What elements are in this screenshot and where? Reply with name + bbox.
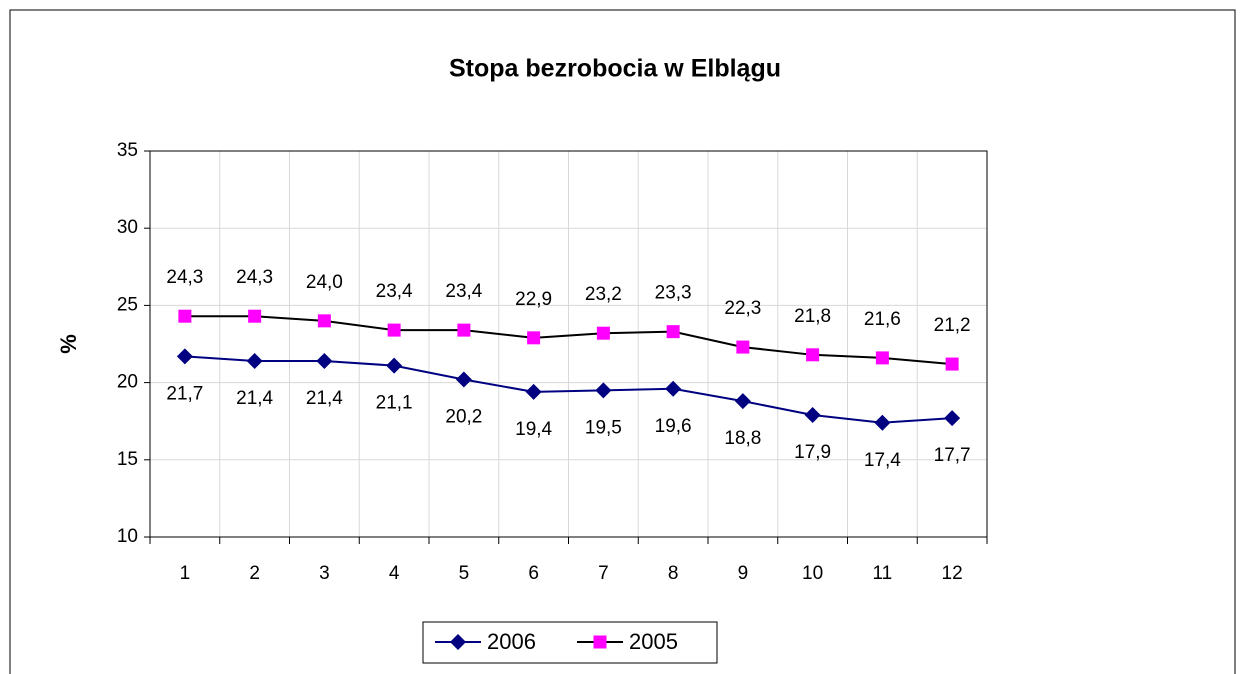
x-tick-label: 10 — [802, 563, 823, 584]
data-label: 24,3 — [236, 267, 273, 288]
marker — [945, 357, 959, 371]
marker — [317, 314, 331, 328]
data-label: 19,5 — [585, 417, 622, 438]
x-tick-label: 2 — [249, 563, 260, 584]
marker — [666, 325, 680, 339]
marker — [316, 352, 333, 369]
marker — [596, 326, 610, 340]
data-label: 17,9 — [794, 442, 831, 463]
data-label: 23,4 — [376, 281, 413, 302]
marker — [248, 309, 262, 323]
y-tick-label: 20 — [117, 372, 138, 393]
data-label: 18,8 — [724, 428, 761, 449]
marker — [875, 351, 889, 365]
data-label: 21,8 — [794, 306, 831, 327]
data-label: 22,9 — [515, 289, 552, 310]
data-label: 24,3 — [166, 267, 203, 288]
data-label: 19,6 — [655, 416, 692, 437]
x-tick-label: 4 — [389, 563, 400, 584]
data-label: 24,0 — [306, 272, 343, 293]
x-tick-label: 12 — [942, 563, 963, 584]
marker — [595, 382, 612, 399]
y-tick-label: 30 — [117, 217, 138, 238]
legend-label: 2005 — [629, 629, 678, 654]
x-tick-label: 1 — [180, 563, 191, 584]
data-label: 23,2 — [585, 284, 622, 305]
data-label: 21,4 — [306, 388, 343, 409]
data-label: 21,2 — [934, 315, 971, 336]
series-line — [184, 355, 953, 424]
x-tick-label: 5 — [459, 563, 470, 584]
marker — [450, 634, 466, 650]
marker — [593, 635, 607, 649]
marker — [457, 323, 471, 337]
y-tick-label: 10 — [117, 526, 138, 547]
x-tick-label: 6 — [528, 563, 539, 584]
y-tick-label: 15 — [117, 449, 138, 470]
series-line — [184, 315, 953, 366]
data-label: 22,3 — [724, 298, 761, 319]
data-label: 21,7 — [166, 383, 203, 404]
marker — [176, 348, 193, 365]
legend: 2006 2005 — [422, 621, 718, 664]
y-tick-label: 25 — [117, 294, 138, 315]
marker — [525, 383, 542, 400]
data-label: 17,4 — [864, 450, 901, 471]
marker — [804, 407, 821, 424]
data-label: 21,4 — [236, 388, 273, 409]
data-label: 21,1 — [376, 393, 413, 414]
y-tick-label: 35 — [117, 140, 138, 161]
chart-border — [9, 9, 1236, 674]
marker — [527, 331, 541, 345]
chart-title: Stopa bezrobocia w Elblągu — [449, 55, 781, 83]
marker — [665, 380, 682, 397]
marker — [806, 348, 820, 362]
marker — [734, 393, 751, 410]
marker — [874, 414, 891, 431]
x-tick-label: 7 — [598, 563, 609, 584]
marker — [455, 371, 472, 388]
marker — [736, 340, 750, 354]
data-label: 23,3 — [655, 283, 692, 304]
x-tick-label: 8 — [668, 563, 679, 584]
legend-label: 2006 — [487, 629, 536, 654]
marker — [178, 309, 192, 323]
x-tick-label: 3 — [319, 563, 330, 584]
x-tick-label: 11 — [873, 563, 893, 584]
marker — [944, 410, 961, 427]
data-label: 17,7 — [934, 445, 971, 466]
marker — [386, 357, 403, 374]
marker — [387, 323, 401, 337]
x-tick-label: 9 — [738, 563, 749, 584]
data-label: 23,4 — [445, 281, 482, 302]
data-label: 20,2 — [445, 407, 482, 428]
data-label: 19,4 — [515, 419, 552, 440]
marker — [246, 352, 263, 369]
y-axis-label: % — [56, 334, 81, 354]
data-label: 21,6 — [864, 309, 901, 330]
